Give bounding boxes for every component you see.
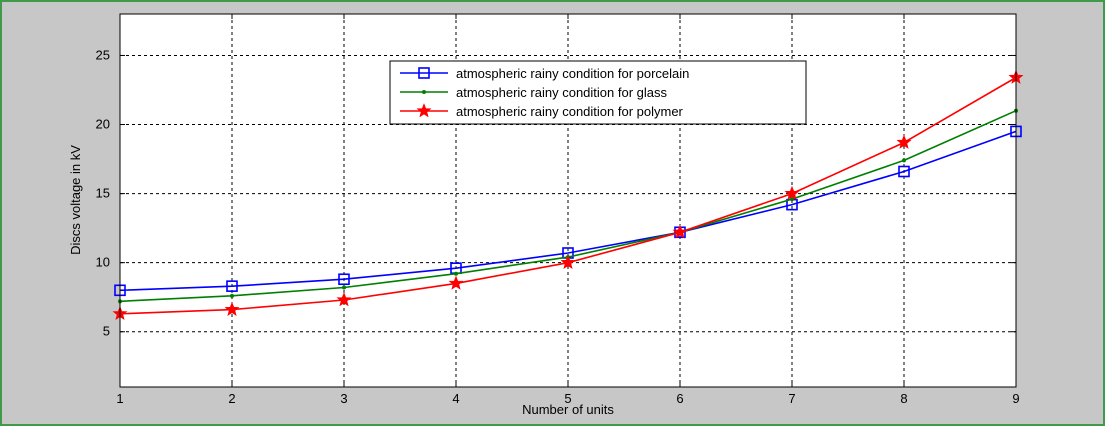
y-tick-label: 15 <box>96 186 110 201</box>
y-tick-label: 20 <box>96 117 110 132</box>
legend: atmospheric rainy condition for porcelai… <box>389 60 807 125</box>
data-point <box>226 280 238 292</box>
y-tick-label: 25 <box>96 47 110 62</box>
data-point <box>672 224 688 239</box>
x-tick-label: 7 <box>788 391 795 406</box>
data-point <box>338 273 350 286</box>
legend-entry-label: atmospheric rainy condition for porcelai… <box>456 66 689 81</box>
x-tick-label: 9 <box>1012 391 1019 406</box>
x-tick-label: 5 <box>564 391 571 406</box>
x-tick-label: 8 <box>900 391 907 406</box>
data-point <box>454 271 458 276</box>
series-group <box>112 69 1024 321</box>
data-point <box>560 254 576 269</box>
data-point <box>230 293 234 298</box>
y-tick-label: 10 <box>96 255 110 270</box>
x-tick-label: 2 <box>228 391 235 406</box>
y-tick-label: 5 <box>103 324 110 339</box>
data-point <box>898 165 910 178</box>
data-point <box>896 134 912 149</box>
x-tick-label: 3 <box>340 391 347 406</box>
legend-box <box>389 60 807 125</box>
y-axis-label: Discs voltage in kV <box>68 145 83 255</box>
data-point <box>790 197 794 202</box>
data-point <box>902 158 906 163</box>
legend-swatch-marker <box>418 67 430 79</box>
x-tick-label: 1 <box>116 391 123 406</box>
data-point <box>448 275 464 290</box>
data-point <box>336 292 352 307</box>
axis-ticks: 1 2 3 4 5 6 7 8 9 5 10 15 20 25 <box>96 14 1020 406</box>
data-point <box>342 285 346 290</box>
plot-border <box>119 13 1017 388</box>
data-point <box>224 301 240 316</box>
legend-swatch-marker <box>416 103 432 118</box>
legend-entry-label: atmospheric rainy condition for polymer <box>456 104 684 119</box>
x-tick-label: 6 <box>676 391 683 406</box>
x-tick-label: 4 <box>452 391 459 406</box>
x-axis-label: Number of units <box>522 402 614 417</box>
data-point <box>784 185 800 200</box>
legend-entry-label: atmospheric rainy condition for glass <box>456 85 667 100</box>
series-line <box>119 130 1017 292</box>
legend-swatch-marker <box>422 90 426 94</box>
